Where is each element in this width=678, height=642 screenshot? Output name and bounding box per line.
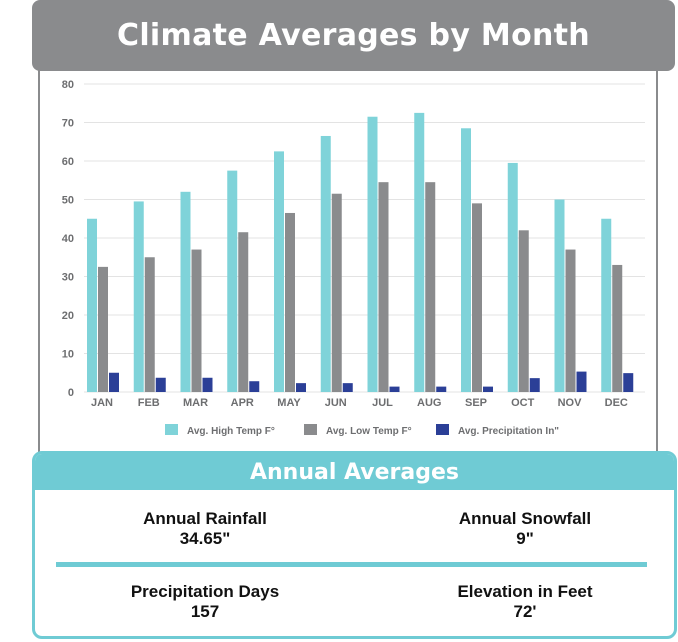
elevation-value: 72'	[513, 602, 537, 621]
x-tick-label: FEB	[138, 397, 160, 409]
x-tick-label: APR	[231, 397, 254, 409]
bar-high-nov	[554, 199, 565, 392]
bar-low-jul	[378, 182, 389, 392]
annual-divider	[56, 562, 647, 567]
bar-low-oct	[518, 230, 529, 392]
bar-high-dec	[601, 218, 612, 392]
bar-low-jan	[98, 266, 108, 392]
bar-precip-may	[296, 383, 306, 392]
y-tick-label: 70	[62, 118, 74, 130]
bar-high-feb	[133, 201, 144, 392]
elevation-stat: Elevation in Feet 72'	[395, 582, 655, 622]
bar-high-may	[274, 151, 284, 392]
bar-precip-mar	[202, 377, 213, 392]
y-tick-label: 40	[62, 233, 74, 245]
x-tick-label: DEC	[605, 397, 628, 409]
title-banner: Climate Averages by Month	[32, 0, 675, 71]
bar-precip-feb	[155, 377, 166, 392]
bar-low-feb	[144, 257, 155, 392]
bar-precip-jul	[389, 386, 400, 392]
precipitation-days-stat: Precipitation Days 157	[75, 582, 335, 622]
annual-averages-panel: Annual Averages Annual Rainfall 34.65" A…	[32, 451, 677, 639]
legend-swatch	[165, 424, 178, 435]
annual-rainfall-stat: Annual Rainfall 34.65"	[75, 509, 335, 549]
x-tick-label: AUG	[417, 397, 441, 409]
precipitation-days-label: Precipitation Days	[130, 582, 280, 601]
y-tick-label: 0	[68, 387, 74, 399]
y-tick-label: 10	[62, 349, 74, 361]
bar-precip-aug	[436, 386, 447, 392]
precipitation-days-value: 157	[190, 602, 220, 621]
chart-title: Climate Averages by Month	[117, 18, 590, 53]
bar-low-nov	[565, 249, 576, 392]
bar-high-aug	[414, 112, 425, 392]
bar-precip-nov	[576, 371, 587, 392]
bar-low-mar	[191, 249, 202, 392]
legend-swatch	[304, 424, 317, 435]
x-tick-label: OCT	[511, 397, 535, 409]
y-tick-label: 30	[62, 272, 74, 284]
annual-averages-header: Annual Averages	[35, 454, 674, 490]
y-tick-label: 80	[62, 79, 74, 91]
bar-high-jun	[320, 135, 331, 392]
bar-high-apr	[227, 170, 238, 392]
legend-label: Avg. High Temp F°	[187, 426, 275, 437]
x-tick-label: NOV	[558, 397, 583, 409]
bar-high-jul	[367, 116, 378, 392]
climate-bar-chart: 0 10 20 30 40 50 60 70 80 JAN FEB MAR APR MAY JUN JUL AU…	[62, 79, 645, 437]
bar-precip-sep	[483, 386, 493, 392]
y-tick-label: 60	[62, 156, 74, 168]
legend-label: Avg. Precipitation In"	[458, 426, 559, 437]
x-tick-label: JUN	[325, 397, 347, 409]
bar-low-jun	[331, 193, 342, 392]
elevation-label: Elevation in Feet	[457, 582, 593, 601]
legend-swatch	[436, 424, 449, 435]
bar-low-aug	[425, 182, 436, 392]
annual-averages-title: Annual Averages	[249, 459, 460, 485]
bar-low-dec	[612, 264, 623, 392]
y-tick-label: 50	[62, 195, 74, 207]
annual-rainfall-value: 34.65"	[179, 529, 231, 548]
x-tick-label: JAN	[91, 397, 113, 409]
bar-high-jan	[87, 218, 97, 392]
bar-low-apr	[238, 232, 249, 392]
bar-precip-jun	[342, 383, 353, 392]
x-tick-label: JUL	[372, 397, 393, 409]
bar-precip-dec	[623, 373, 634, 392]
bar-precip-oct	[529, 378, 540, 392]
annual-snowfall-label: Annual Snowfall	[458, 509, 592, 528]
bar-low-may	[285, 212, 295, 392]
bar-high-mar	[180, 191, 191, 392]
bar-high-sep	[461, 128, 471, 392]
x-tick-label: MAR	[183, 397, 208, 409]
bar-precip-jan	[109, 372, 119, 392]
legend-label: Avg. Low Temp F°	[326, 426, 412, 437]
bar-precip-apr	[249, 381, 260, 392]
annual-snowfall-value: 9"	[516, 529, 534, 548]
bar-high-oct	[507, 162, 518, 392]
annual-snowfall-stat: Annual Snowfall 9"	[395, 509, 655, 549]
x-tick-label: SEP	[465, 397, 487, 409]
y-tick-label: 20	[62, 310, 74, 322]
bar-low-sep	[472, 203, 482, 392]
annual-rainfall-label: Annual Rainfall	[143, 509, 267, 528]
x-tick-label: MAY	[277, 397, 301, 409]
